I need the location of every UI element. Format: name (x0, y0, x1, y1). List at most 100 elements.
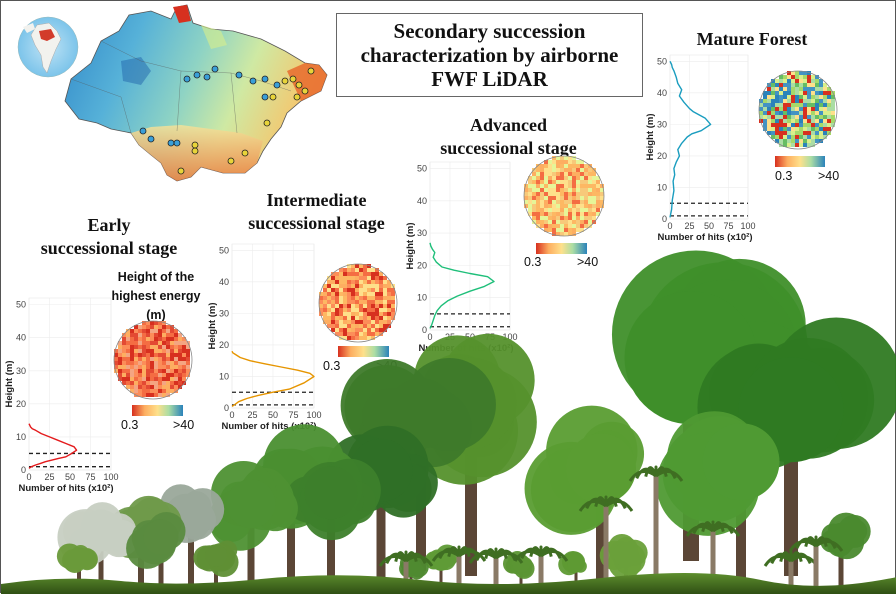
map-sample-dot (167, 139, 175, 147)
x-tick-label: 0 (667, 221, 672, 231)
tree (285, 458, 381, 586)
y-tick-label: 50 (657, 56, 667, 66)
x-tick-label: 50 (704, 221, 714, 231)
globe-inset (17, 16, 79, 78)
tree (126, 512, 186, 586)
map-sample-dot (281, 77, 289, 85)
map-sample-dot (269, 93, 277, 101)
palm-tree (378, 550, 434, 586)
map-sample-dot (211, 65, 219, 73)
map-sample-dot (307, 67, 315, 75)
x-tick-label: 50 (65, 472, 75, 482)
x-tick-label: 50 (465, 332, 475, 342)
forest-illustration (1, 250, 896, 594)
x-tick-label: 75 (723, 221, 733, 231)
x-tick-label: 100 (306, 410, 321, 420)
energy-disc-early (113, 320, 193, 400)
x-tick-label: 0 (427, 332, 432, 342)
x-tick-label: 50 (268, 410, 278, 420)
legend-title: Height of the highest energy (m) (111, 270, 201, 322)
title-line-2: characterization by airborne (360, 43, 619, 67)
map-sample-dot (261, 93, 269, 101)
palm-tree (628, 465, 684, 586)
map-sample-dot (139, 127, 147, 135)
colorbar-max-advanced: >40 (577, 255, 599, 269)
y-tick-label: 0 (224, 403, 229, 413)
y-tick-label: 50 (417, 163, 427, 173)
y-tick-label: 30 (657, 119, 667, 129)
y-axis-label: Height (m) (645, 114, 656, 161)
colorbar-min-advanced: 0.3 (524, 255, 542, 269)
title-line-1: Secondary succession (393, 19, 586, 43)
map-sample-dot (295, 81, 303, 89)
y-tick-label: 40 (16, 333, 26, 343)
palm-tree (578, 495, 634, 586)
y-tick-label: 40 (417, 196, 427, 206)
tree (193, 540, 239, 586)
y-tick-label: 40 (657, 88, 667, 98)
y-tick-label: 20 (417, 260, 427, 270)
x-tick-label: 25 (44, 472, 54, 482)
x-tick-label: 0 (26, 472, 31, 482)
x-tick-label: 25 (684, 221, 694, 231)
map-sample-dot (191, 141, 199, 149)
y-tick-label: 40 (219, 277, 229, 287)
x-tick-label: 25 (247, 410, 257, 420)
y-tick-label: 10 (16, 432, 26, 442)
map-sample-dot (241, 149, 249, 157)
y-axis-label: Height (m) (405, 223, 416, 270)
y-tick-label: 20 (16, 399, 26, 409)
stage-label-intermediate: Intermediate successional stage (248, 190, 385, 233)
y-tick-label: 10 (417, 293, 427, 303)
energy-disc-intermediate (318, 263, 398, 343)
map-sample-dot (249, 77, 257, 85)
tree (524, 405, 645, 586)
map-sample-dot (289, 75, 297, 83)
series-line-intermediate (231, 350, 315, 407)
tree (208, 460, 298, 586)
tree (56, 543, 98, 586)
y-tick-label: 0 (21, 465, 26, 475)
map-sample-dot (273, 81, 281, 89)
map-sample-dot (173, 139, 181, 147)
series-line-advanced (429, 242, 495, 329)
y-tick-label: 30 (219, 308, 229, 318)
map-sample-dot (177, 167, 185, 175)
x-axis-label: Number of hits (x10²) (657, 232, 752, 243)
tree (558, 550, 587, 586)
tree (820, 512, 871, 586)
map-sample-dot (193, 71, 201, 79)
stage-label-advanced: Advanced successional stage (440, 115, 577, 158)
disc-outline (113, 320, 193, 400)
map-sample-dot (203, 73, 211, 81)
map-sample-dot (235, 71, 243, 79)
series-line-early (28, 423, 78, 469)
y-axis-label: Height (m) (207, 303, 218, 350)
y-tick-label: 50 (219, 245, 229, 255)
y-axis-label: Height (m) (4, 361, 15, 408)
map-sample-dot (183, 75, 191, 83)
tree (599, 533, 648, 586)
disc-outline (523, 155, 605, 237)
series-line-mature (669, 60, 712, 218)
colorbar-advanced (536, 243, 587, 254)
figure-title: Secondary succession characterization by… (336, 13, 643, 97)
colorbar-min-early: 0.3 (121, 418, 139, 432)
y-tick-label: 10 (219, 371, 229, 381)
title-line-3: FWF LiDAR (431, 67, 548, 91)
colorbar-early (132, 405, 183, 416)
map-sample-dot (261, 75, 269, 83)
y-tick-label: 30 (16, 366, 26, 376)
x-axis-label: Number of hits (x10²) (18, 483, 113, 494)
x-axis-label: Number of hits (x10²) (221, 421, 316, 432)
y-tick-label: 10 (657, 182, 667, 192)
x-tick-label: 100 (740, 221, 755, 231)
amazon-map (64, 4, 328, 182)
y-tick-label: 0 (422, 325, 427, 335)
colorbar-min-intermediate: 0.3 (323, 359, 341, 373)
